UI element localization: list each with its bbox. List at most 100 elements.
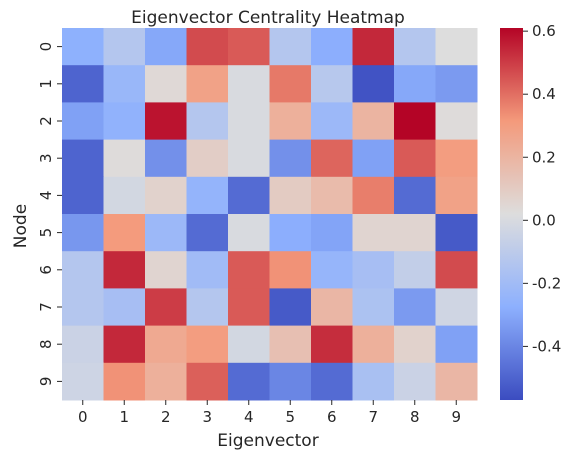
heatmap-cell: [311, 362, 353, 401]
heatmap-cell: [103, 65, 146, 103]
colorbar-tick-label: 0.0: [532, 211, 556, 229]
heatmap-cell: [186, 28, 229, 66]
heatmap-cell: [352, 362, 395, 401]
heatmap-cell: [435, 288, 478, 327]
heatmap-cell: [103, 102, 146, 141]
heatmap-cell: [186, 251, 229, 289]
heatmap-cell: [311, 325, 353, 364]
colorbar-tick-label: -0.2: [532, 274, 561, 292]
y-tick-label: 6: [37, 265, 55, 275]
heatmap-cell: [103, 251, 146, 289]
heatmap-cell: [311, 214, 353, 252]
x-tick-label: 9: [451, 408, 461, 426]
heatmap-cell: [435, 362, 478, 401]
x-tick-label: 6: [327, 408, 337, 426]
heatmap-cell: [394, 28, 436, 66]
heatmap-cell: [62, 251, 104, 289]
x-tick-label: 5: [285, 408, 295, 426]
heatmap-cell: [228, 288, 270, 327]
heatmap-cell: [228, 28, 270, 66]
heatmap-cell: [228, 214, 270, 252]
heatmap-cell: [311, 139, 353, 178]
heatmap-cell: [352, 28, 395, 66]
heatmap-cell: [352, 102, 395, 141]
colorbar: [500, 28, 523, 400]
heatmap-cell: [435, 102, 478, 141]
y-tick-label: 0: [37, 42, 55, 52]
y-tick-label: 3: [37, 153, 55, 163]
colorbar-tick-label: 0.2: [532, 148, 556, 166]
x-axis-ticks: 0 1 2 3 4 5 6 7 8 9: [78, 400, 461, 426]
x-tick-label: 2: [161, 408, 171, 426]
heatmap-cell: [103, 325, 146, 364]
heatmap-cell: [311, 28, 353, 66]
heatmap-cell: [394, 214, 436, 252]
heatmap-cell: [145, 176, 187, 215]
heatmap-cell: [145, 288, 187, 327]
heatmap-cell: [103, 288, 146, 327]
heatmap-cell: [103, 214, 146, 252]
heatmap-cell: [186, 139, 229, 178]
heatmap-cell: [269, 176, 312, 215]
heatmap-cell: [186, 102, 229, 141]
x-tick-label: 8: [410, 408, 420, 426]
heatmap-cell: [352, 251, 395, 289]
heatmap-cell: [352, 139, 395, 178]
heatmap-cell: [186, 362, 229, 401]
heatmap-cell: [228, 65, 270, 103]
heatmap-cell: [145, 214, 187, 252]
heatmap-cell: [145, 362, 187, 401]
y-tick-label: 2: [37, 116, 55, 126]
y-tick-label: 5: [37, 228, 55, 238]
heatmap-cell: [394, 65, 436, 103]
heatmap-cell: [394, 288, 436, 327]
heatmap-cell: [62, 139, 104, 178]
heatmap-cell: [435, 325, 478, 364]
heatmap-cell: [311, 288, 353, 327]
heatmap-cell: [269, 251, 312, 289]
heatmap-cell: [352, 288, 395, 327]
heatmap-cell: [62, 176, 104, 215]
heatmap-cell: [435, 65, 478, 103]
heatmap-cell: [228, 139, 270, 178]
heatmap-cell: [394, 139, 436, 178]
heatmap-cell: [186, 288, 229, 327]
heatmap-cell: [394, 251, 436, 289]
heatmap-cell: [269, 325, 312, 364]
heatmap-cell: [145, 251, 187, 289]
x-tick-label: 3: [202, 408, 212, 426]
heatmap-cell: [311, 65, 353, 103]
heatmap-cell: [435, 214, 478, 252]
heatmap-cells: [62, 28, 478, 401]
heatmap-cell: [145, 325, 187, 364]
x-tick-label: 7: [368, 408, 378, 426]
heatmap-cell: [228, 102, 270, 141]
y-tick-label: 1: [37, 79, 55, 89]
colorbar-tick-label: 0.4: [532, 85, 556, 103]
colorbar-ticks: -0.4 -0.2 0.0 0.2 0.4 0.6: [523, 22, 561, 355]
heatmap-cell: [352, 176, 395, 215]
y-tick-label: 9: [37, 377, 55, 387]
y-axis-label: Node: [11, 204, 31, 248]
colorbar-tick-label: 0.6: [532, 22, 556, 40]
y-axis-ticks: 0 1 2 3 4 5 6 7 8 9: [37, 42, 62, 386]
heatmap-cell: [394, 102, 436, 141]
heatmap-cell: [435, 28, 478, 66]
heatmap-cell: [62, 325, 104, 364]
heatmap-cell: [352, 214, 395, 252]
heatmap-cell: [228, 325, 270, 364]
heatmap-cell: [186, 325, 229, 364]
heatmap-cell: [352, 65, 395, 103]
heatmap-cell: [186, 176, 229, 215]
heatmap-cell: [62, 102, 104, 141]
heatmap-cell: [435, 251, 478, 289]
heatmap-cell: [228, 362, 270, 401]
heatmap-cell: [103, 176, 146, 215]
heatmap-cell: [269, 214, 312, 252]
x-tick-label: 4: [244, 408, 254, 426]
heatmap-cell: [435, 176, 478, 215]
heatmap-cell: [62, 288, 104, 327]
heatmap-cell: [394, 325, 436, 364]
y-tick-label: 8: [37, 339, 55, 349]
heatmap-cell: [269, 65, 312, 103]
